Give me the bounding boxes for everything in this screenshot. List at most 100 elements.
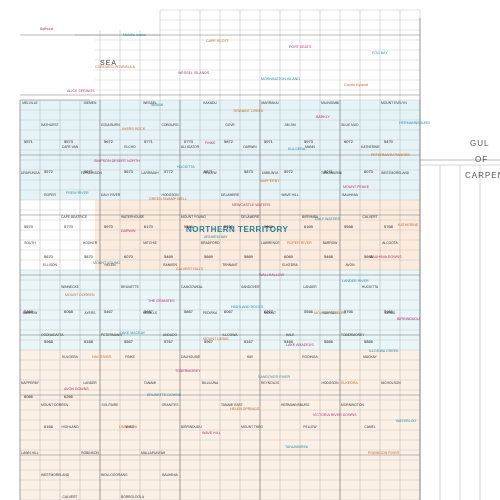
sheet-name: BLUE MUD	[341, 123, 359, 127]
sheet-name: CAMEL	[364, 425, 376, 429]
feature-label-avon_downs: AVON DOWNS	[64, 387, 89, 391]
sheet-name: DELAMERE	[241, 215, 260, 219]
sheet-number: 5867	[184, 309, 193, 314]
sheet-name: MOUNT DOREEN	[41, 403, 69, 407]
sheet-number: 5466	[284, 339, 293, 344]
feature-label-arnhem: ARNHEM BAY	[204, 235, 228, 239]
sheet-number: 5872	[224, 139, 233, 144]
sheet-number: 5967	[204, 339, 213, 344]
feature-label-lake_amadeus: LAKE AMADEUS	[286, 343, 314, 347]
feature-label-groote: Groote Eylandt	[344, 83, 368, 87]
sheet-name: HERMANNSBURG	[281, 403, 310, 407]
feature-label-illogwa: ILLOGWA CREEK	[369, 349, 399, 353]
sheet-name: HAY	[246, 355, 254, 359]
sheet-number: 6067	[224, 309, 233, 314]
sheet-name: LAWRENCE	[261, 241, 280, 245]
sheet-name: ALLIGATOR	[181, 145, 200, 149]
sheet-name: GRANITES	[161, 403, 179, 407]
sheet-number: 5670	[44, 254, 53, 259]
sheet-name: WINNECKE	[61, 285, 79, 289]
sheet-name: MCDILLS	[142, 311, 158, 315]
feature-label-fog_bay: FOG BAY	[372, 51, 388, 55]
sheet-name: MOUNT EVELYN	[381, 101, 407, 105]
feature-label-wave_hill: WAVE HILL	[202, 431, 221, 435]
sheet-name: LIMBUNYA	[261, 171, 279, 175]
sheet-number: 5566	[304, 309, 313, 314]
feature-label-hermannsburg: HERMANNSBURG	[399, 121, 430, 125]
sheet-number: 5768	[384, 224, 393, 229]
sheet-number: 5769	[224, 224, 233, 229]
sheet-number: 5969	[264, 224, 273, 229]
sheet-number: 5966	[384, 309, 393, 314]
sheet-name: KAKADU	[203, 101, 217, 105]
feature-label-daly_waters: DALY WATERS	[315, 217, 341, 221]
sheet-name: DARWIN	[243, 145, 257, 149]
sheet-number: 6066	[24, 394, 33, 399]
feature-label-calvert: CALVERT HILLS	[176, 267, 204, 271]
feature-label-wessel: WESSEL ISLANDS	[178, 71, 210, 75]
feature-label-mount_young: MOUNT YOUNG	[93, 261, 121, 265]
feature-label-birrindudu: BIRRINDUDU	[397, 317, 420, 321]
sheet-name: SOLITAIRE	[101, 403, 119, 407]
sheet-number: 5570	[24, 224, 33, 229]
sheet-name: BIRRINDUDU	[181, 425, 202, 429]
feature-label-lander: LANDER RIVER	[342, 279, 369, 283]
feature-label-mount_liebig: MOUNT LIEBIG	[203, 337, 229, 341]
sheet-name: TOBERMOREY	[341, 333, 365, 337]
sheet-name: DELAMERE	[221, 193, 240, 197]
sheet-number: 5868	[24, 309, 33, 314]
sheet-number: 5668	[364, 254, 373, 259]
sheet-name: PELLEW	[303, 425, 317, 429]
feature-label-the_granites: THE GRANITES	[148, 299, 175, 303]
feature-label-roper: ROPER RIVER	[287, 241, 312, 245]
sheet-name: FERGUSSON	[81, 171, 102, 175]
sheet-number: 5970	[104, 224, 113, 229]
sheet-name: WISO	[125, 425, 135, 429]
sheet-number: 5869	[244, 254, 253, 259]
sheet-name: HODGSON	[321, 381, 339, 385]
sheet-number: 5569	[184, 224, 193, 229]
sheet-number: 6073	[364, 169, 373, 174]
sheet-number: 5672	[104, 139, 113, 144]
sheet-number: 5873	[244, 169, 253, 174]
feature-label-sandover: SANDOVER RIVER	[258, 375, 291, 379]
sheet-number: 5770	[64, 224, 73, 229]
sheet-name: AYERS	[84, 311, 96, 315]
sheet-name: SANDOVER	[241, 285, 260, 289]
gulf-label-line-1: GUL	[470, 139, 490, 148]
sheet-number: 5972	[284, 169, 293, 174]
sheet-name: MOUNT THEO	[241, 425, 264, 429]
sheet-name: BATHURST	[41, 123, 59, 127]
sheet-number: 5773	[184, 139, 193, 144]
feature-label-helen: HELEN SPRINGS	[230, 407, 260, 411]
feature-label-darwin: DARWIN	[121, 229, 136, 233]
sheet-name: MORNINGTON	[341, 403, 364, 407]
sheet-name: PELLEW	[203, 171, 217, 175]
sheet-name: BARROW	[22, 311, 38, 315]
sheet-number: 5572	[44, 169, 53, 174]
sheet-name: CALVERT	[362, 215, 378, 219]
sheet-number: 5968	[44, 339, 53, 344]
northern-territory-label: NORTHERN TERRITORY	[186, 225, 289, 234]
sheet-number: 5673	[124, 169, 133, 174]
sheet-name: MACKAY	[363, 355, 377, 359]
sheet-name: RANKEN	[163, 263, 177, 267]
sheet-name: CAPE BEATRICE	[61, 215, 88, 219]
feature-label-mount_solitaire: MOUNT SOLITAIRE	[314, 311, 347, 315]
sheet-name: BRUNETTE	[121, 285, 139, 289]
feature-label-highland: HIGHLAND ROCKS	[231, 305, 264, 309]
feature-label-limbunya: LIMBUNYA	[119, 425, 138, 429]
feature-label-brunette: BRUNETTE DOWNS	[147, 393, 182, 397]
feature-label-cape_scott: CAPE SCOTT	[206, 39, 229, 43]
sheet-name: KULGERA	[62, 355, 78, 359]
sheet-number: 5568	[344, 224, 353, 229]
feature-label-mornington: MORNINGTON ISLAND	[261, 77, 300, 81]
sheet-number: 6068	[64, 309, 73, 314]
feature-label-simpson: SIMPSON DESERT NORTH	[94, 159, 140, 163]
sheet-name: ROBINSON	[81, 451, 99, 455]
feature-label-victoria: VICTORIA RIVER DOWNS	[313, 413, 357, 417]
sheet-number: 5772	[164, 169, 173, 174]
sheet-name: ROPER	[44, 193, 56, 197]
feature-label-mount_peake: MOUNT PEAKE	[343, 185, 370, 189]
